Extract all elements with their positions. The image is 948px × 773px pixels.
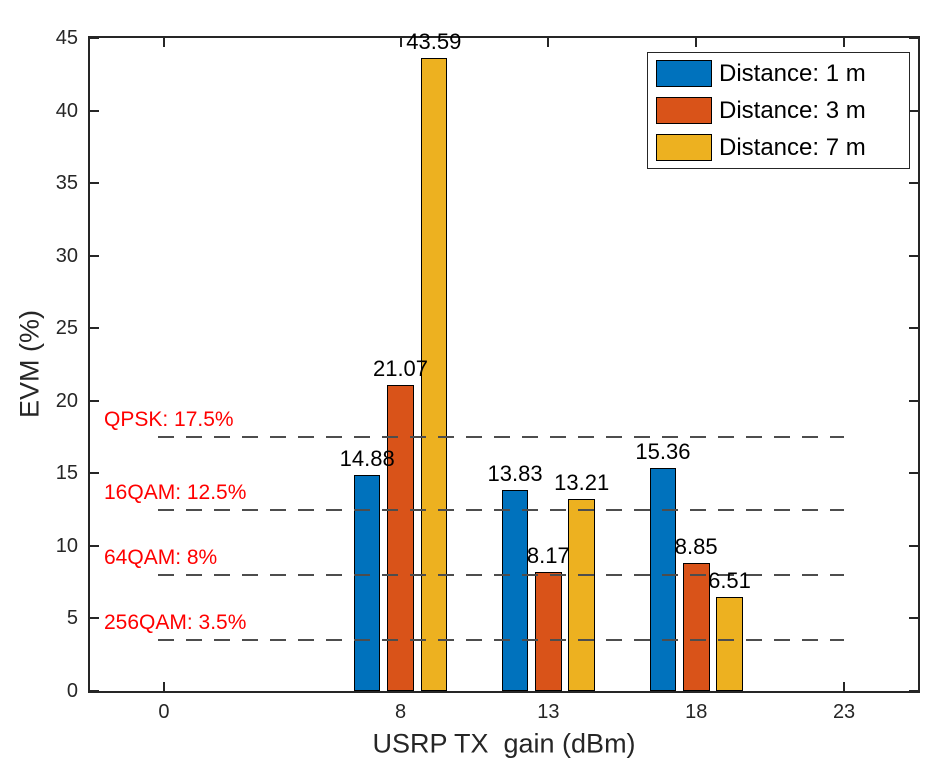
y-tick-mark (90, 37, 99, 39)
x-tick-mark (162, 682, 165, 691)
threshold-dashed-line (157, 639, 845, 642)
y-tick-mark (90, 690, 99, 692)
x-tick-mark-top (162, 38, 165, 47)
legend-item: Distance: 1 m (656, 60, 909, 88)
bar (501, 490, 529, 691)
legend-color-swatch (656, 60, 712, 87)
bar (568, 499, 595, 691)
y-tick-mark (90, 544, 99, 547)
bar (716, 596, 743, 691)
bar-value-label: 13.83 (487, 461, 543, 487)
x-tick-label: 23 (832, 701, 856, 723)
legend: Distance: 1 m Distance: 3 m Distance: 7 m (647, 52, 910, 169)
legend-item-label: Distance: 7 m (719, 133, 866, 161)
y-tick-label: 10 (55, 534, 78, 557)
y-tick-label: 25 (55, 317, 78, 340)
bar-value-label: 6.51 (708, 567, 751, 593)
y-tick-label: 5 (66, 607, 78, 630)
x-tick-label: 18 (685, 701, 708, 723)
y-tick-mark (90, 182, 99, 185)
legend-item-label: Distance: 1 m (719, 59, 866, 87)
threshold-dashed-line (157, 508, 845, 511)
y-tick-mark (90, 327, 99, 330)
x-tick-label: 0 (158, 701, 170, 723)
bar-value-label: 13.21 (554, 470, 610, 496)
bar (682, 562, 710, 691)
x-tick-mark-top (547, 38, 550, 47)
bar (535, 572, 562, 691)
y-tick-label: 45 (55, 27, 78, 49)
y-tick-mark (90, 617, 99, 620)
y-tick-label: 15 (55, 462, 78, 485)
y-tick-label: 40 (55, 99, 78, 122)
bar-value-label: 8.85 (674, 533, 718, 559)
x-tick-label: 13 (537, 701, 560, 723)
threshold-label: 64QAM: 8% (104, 545, 218, 569)
y-tick-mark-right (909, 327, 918, 330)
threshold-dashed-line (157, 573, 845, 576)
bar (420, 58, 448, 691)
y-tick-mark-right (909, 690, 918, 692)
y-tick-mark (90, 109, 99, 112)
threshold-label: QPSK: 17.5% (104, 408, 234, 432)
x-axis-title: USRP TX gain (dBm) (372, 728, 636, 759)
threshold-label: 256QAM: 3.5% (104, 611, 247, 635)
y-tick-label: 20 (55, 389, 78, 412)
bar (387, 385, 414, 691)
y-tick-mark-right (909, 544, 918, 547)
threshold-label: 16QAM: 12.5% (104, 480, 247, 504)
bar-value-label: 8.17 (526, 543, 570, 569)
bar (353, 475, 381, 691)
y-tick-mark (90, 472, 99, 475)
y-tick-label: 35 (55, 172, 78, 195)
x-tick-mark-top (399, 38, 402, 47)
x-tick-mark-top (695, 38, 698, 47)
legend-item: Distance: 7 m (656, 134, 909, 162)
threshold-dashed-line (157, 436, 845, 439)
bar-value-label: 21.07 (372, 356, 429, 382)
y-tick-mark-right (909, 472, 918, 475)
y-tick-mark (90, 254, 99, 257)
y-tick-mark-right (909, 109, 918, 112)
x-tick-mark-top (843, 38, 846, 47)
y-tick-mark-right (909, 399, 918, 402)
legend-color-swatch (656, 97, 712, 124)
y-tick-label: 30 (55, 244, 78, 267)
y-tick-mark-right (909, 37, 918, 39)
bar-value-label: 15.36 (635, 439, 691, 465)
y-tick-mark-right (909, 254, 918, 257)
y-tick-mark-right (909, 617, 918, 620)
bar-value-label: 14.88 (339, 446, 395, 472)
y-tick-label: 0 (66, 680, 78, 702)
legend-item-label: Distance: 3 m (719, 96, 866, 124)
legend-item: Distance: 3 m (656, 97, 909, 125)
bar-value-label: 43.59 (406, 29, 462, 55)
y-tick-mark (90, 399, 99, 402)
x-tick-mark (843, 682, 846, 691)
legend-color-swatch (656, 134, 712, 161)
bar (649, 468, 677, 691)
y-tick-mark-right (909, 182, 918, 185)
x-tick-label: 8 (394, 701, 407, 723)
